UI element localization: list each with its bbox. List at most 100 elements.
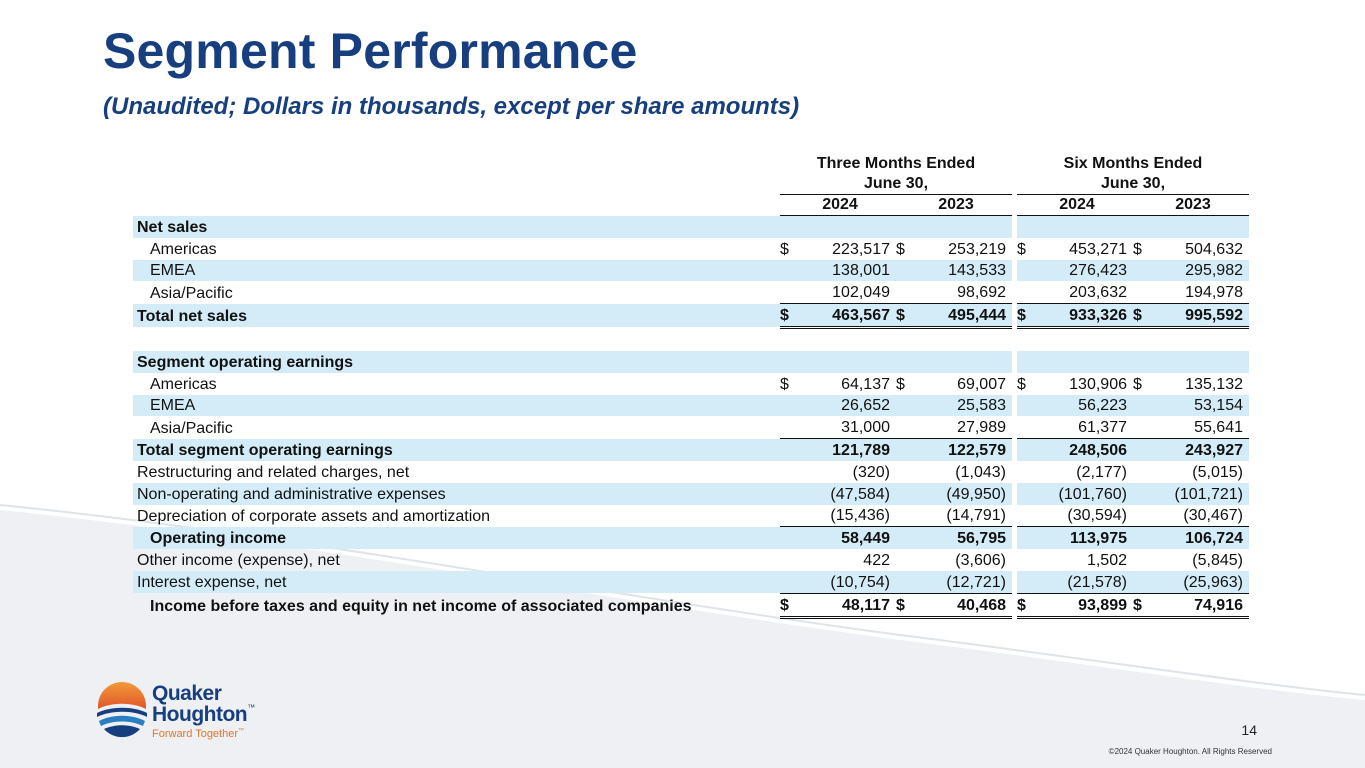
logo-tagline: Forward Together™ (152, 728, 245, 740)
currency-symbol (896, 570, 908, 594)
header-row-2: June 30, June 30, (133, 174, 1249, 195)
currency-symbol: $ (1017, 375, 1026, 393)
cell-value: 995,592 (1145, 303, 1249, 329)
currency-symbol (1017, 461, 1029, 483)
cell-value: (1,043) (955, 463, 1006, 481)
quaker-houghton-logo-icon (97, 682, 147, 738)
table-row: Segment operating earnings (133, 350, 1249, 373)
currency-symbol: $ (780, 303, 792, 329)
currency-symbol: $ (896, 375, 905, 393)
currency-symbol: $ (896, 303, 908, 329)
table-row: Total segment operating earnings 121,789 1… (133, 438, 1249, 461)
currency-symbol (780, 281, 792, 305)
cell-value (792, 350, 896, 373)
currency-symbol (780, 549, 792, 571)
table-row: Depreciation of corporate assets and amo… (133, 504, 1249, 528)
currency-symbol (780, 350, 792, 373)
currency-symbol: $ (1017, 303, 1029, 329)
header-three-months: June 30, (780, 174, 1012, 195)
cell-value: 463,567 (792, 303, 896, 329)
cell-value: 31,000 (792, 416, 896, 440)
table-row: Income before taxes and equity in net in… (133, 593, 1249, 619)
currency-symbol (896, 215, 908, 238)
currency-symbol: $ (1017, 240, 1026, 258)
currency-symbol (1017, 504, 1029, 528)
currency-symbol (896, 259, 908, 282)
currency-symbol (896, 394, 908, 417)
currency-symbol (1133, 438, 1145, 461)
cell-value: 121,789 (792, 438, 896, 461)
cell-value: (101,760) (1029, 482, 1133, 505)
currency-symbol (1017, 394, 1029, 417)
cell-value: 56,795 (908, 526, 1012, 550)
row-label: Americas (150, 240, 217, 258)
currency-symbol (1017, 570, 1029, 594)
cell-value: 48,117 (792, 593, 896, 619)
currency-symbol (1017, 350, 1029, 373)
currency-symbol (1133, 504, 1145, 528)
cell-value: 130,906 (1069, 375, 1127, 393)
currency-symbol: $ (780, 240, 789, 258)
currency-symbol (1017, 215, 1029, 238)
cell-value: 102,049 (792, 281, 896, 305)
cell-value: 143,533 (908, 259, 1012, 282)
currency-symbol: $ (1133, 303, 1145, 329)
cell-value (1145, 327, 1249, 351)
header-year: 2023 (896, 194, 1012, 216)
cell-value (1145, 350, 1249, 373)
cell-value: 56,223 (1029, 394, 1133, 417)
copyright-notice: ©2024 Quaker Houghton. All Rights Reserv… (1108, 747, 1272, 756)
cell-value: 74,916 (1145, 593, 1249, 619)
currency-symbol (1133, 394, 1145, 417)
table-row: Interest expense, net (10,754) (12,721) (21… (133, 570, 1249, 594)
currency-symbol (896, 350, 908, 373)
table-row: Asia/Pacific 102,049 98,692 203,632 194,978 (133, 281, 1249, 305)
cell-value: (49,950) (908, 482, 1012, 505)
cell-value: 422 (863, 551, 890, 569)
currency-symbol (896, 504, 908, 528)
cell-value: (101,721) (1145, 482, 1249, 505)
currency-symbol (896, 438, 908, 461)
currency-symbol (1017, 281, 1029, 305)
currency-symbol (896, 526, 908, 550)
row-label: Other income (expense), net (137, 551, 340, 569)
row-label: Non-operating and administrative expense… (133, 482, 780, 505)
table-row: Other income (expense), net 422 (3,606) 1,5… (133, 549, 1249, 571)
cell-value: 248,506 (1029, 438, 1133, 461)
row-label: Restructuring and related charges, net (137, 463, 410, 481)
cell-value (908, 327, 1012, 351)
cell-value: 243,927 (1145, 438, 1249, 461)
header-three-months: Three Months Ended (816, 155, 976, 172)
header-year: 2023 (1133, 194, 1249, 216)
currency-symbol (780, 215, 792, 238)
header-row-1: Three Months Ended Six Months Ended (133, 154, 1249, 174)
currency-symbol (780, 461, 792, 483)
currency-symbol (1133, 281, 1145, 305)
currency-symbol (1133, 570, 1145, 594)
currency-symbol (896, 281, 908, 305)
currency-symbol (780, 416, 792, 440)
cell-value: (14,791) (908, 504, 1012, 528)
currency-symbol (896, 327, 908, 351)
currency-symbol (780, 394, 792, 417)
row-label: Income before taxes and equity in net in… (150, 598, 692, 616)
cell-value: 69,007 (957, 375, 1006, 393)
cell-value: 61,377 (1029, 416, 1133, 440)
cell-value: 203,632 (1029, 281, 1133, 305)
row-label (133, 327, 780, 351)
cell-value (792, 327, 896, 351)
row-label: Depreciation of corporate assets and amo… (137, 507, 491, 525)
currency-symbol: $ (1017, 593, 1029, 619)
row-label: Operating income (133, 526, 780, 550)
currency-symbol: $ (1133, 375, 1142, 393)
table-row: Restructuring and related charges, net (3… (133, 461, 1249, 483)
currency-symbol (896, 482, 908, 505)
cell-value: 194,978 (1145, 281, 1249, 305)
cell-value: 253,219 (948, 240, 1006, 258)
row-label: Total segment operating earnings (133, 438, 780, 461)
header-year-row: 2024 2023 2024 2023 (133, 194, 1249, 216)
currency-symbol (1133, 259, 1145, 282)
table-row: Asia/Pacific 31,000 27,989 61,377 55,641 (133, 416, 1249, 440)
currency-symbol: $ (1133, 240, 1142, 258)
cell-value (1029, 215, 1133, 238)
